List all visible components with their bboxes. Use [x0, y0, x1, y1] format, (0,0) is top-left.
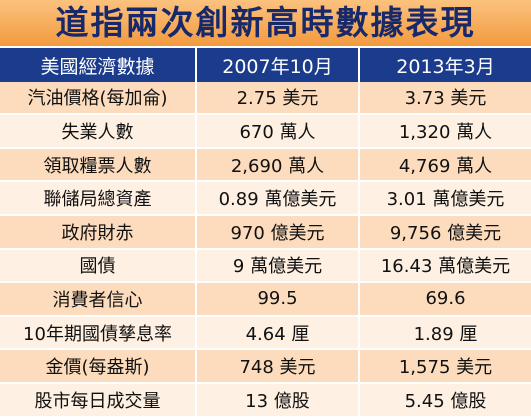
- column-header: 美國經濟數據: [0, 48, 197, 84]
- row-label: 消費者信心: [0, 283, 197, 317]
- row-label: 10年期國債孳息率: [0, 316, 197, 351]
- table-cell: 3.73 美元: [360, 81, 531, 116]
- table-cell: 970 億美元: [197, 215, 360, 250]
- table-cell: 69.6: [360, 283, 531, 317]
- table-cell: 99.5: [197, 283, 360, 317]
- table-cell: 16.43 萬億美元: [360, 249, 531, 284]
- table-cell: 670 萬人: [197, 115, 360, 149]
- table-cell: 5.45 億股: [360, 383, 531, 418]
- row-label: 國債: [0, 249, 197, 284]
- column-header: 2007年10月: [197, 48, 360, 84]
- row-label: 聯儲局總資產: [0, 182, 197, 216]
- table-cell: 1,320 萬人: [360, 115, 531, 149]
- row-label: 金價(每盎斯): [0, 350, 197, 384]
- row-label: 領取糧票人數: [0, 148, 197, 183]
- table-cell: 13 億股: [197, 383, 360, 418]
- title: 道指兩次創新高時數據表現: [0, 0, 531, 46]
- table-cell: 1.89 厘: [360, 316, 531, 351]
- table-cell: 0.89 萬億美元: [197, 182, 360, 216]
- table-cell: 2,690 萬人: [197, 148, 360, 183]
- table-cell: 748 美元: [197, 350, 360, 384]
- column-header: 2013年3月: [360, 48, 531, 84]
- row-label: 汽油價格(每加侖): [0, 81, 197, 116]
- table-cell: 3.01 萬億美元: [360, 182, 531, 216]
- table-cell: 9,756 億美元: [360, 215, 531, 250]
- table-cell: 4.64 厘: [197, 316, 360, 351]
- data-table: 美國經濟數據 2007年10月 2013年3月汽油價格(每加侖) 2.75 美元 3.7…: [0, 48, 531, 418]
- table-cell: 1,575 美元: [360, 350, 531, 384]
- row-label: 失業人數: [0, 115, 197, 149]
- table-cell: 2.75 美元: [197, 81, 360, 116]
- table-cell: 9 萬億美元: [197, 249, 360, 284]
- table-cell: 4,769 萬人: [360, 148, 531, 183]
- row-label: 股市每日成交量: [0, 383, 197, 418]
- row-label: 政府財赤: [0, 215, 197, 250]
